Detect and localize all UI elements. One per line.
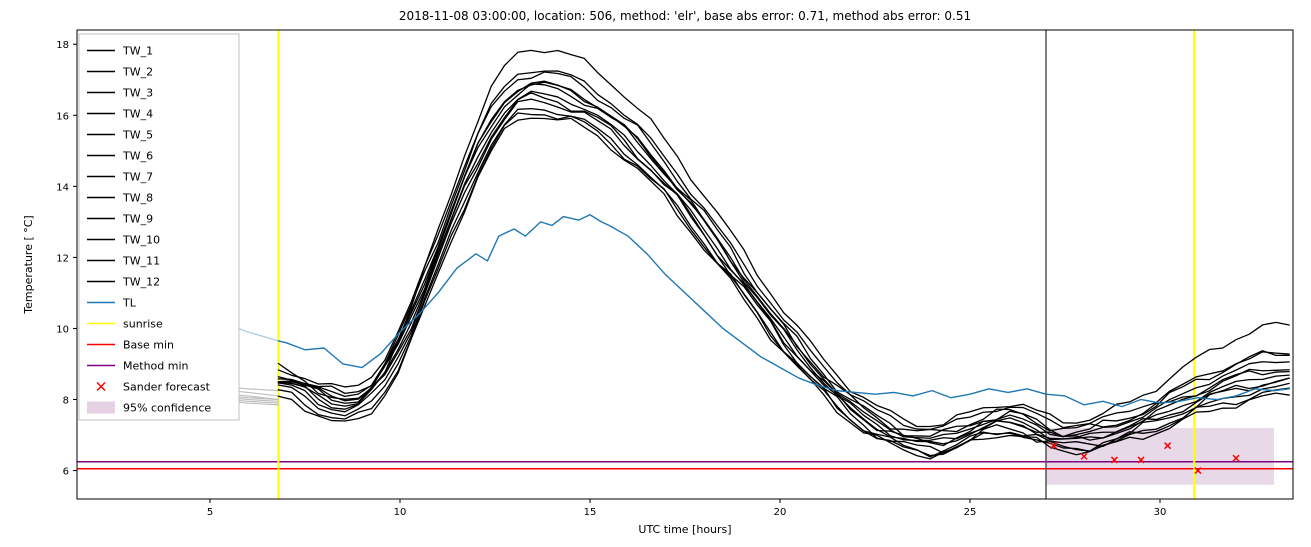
legend-label: TW_9 — [122, 213, 153, 226]
y-axis-label: Temperature [ °C] — [22, 215, 35, 314]
legend-label: TW_11 — [122, 255, 160, 268]
legend-label: TW_1 — [122, 45, 153, 58]
x-axis-label: UTC time [hours] — [638, 523, 731, 536]
x-tick-label: 5 — [207, 507, 213, 518]
y-tick-label: 16 — [56, 111, 69, 122]
y-tick-label: 8 — [63, 396, 69, 407]
legend-label: 95% confidence — [123, 402, 211, 415]
legend-label: sunrise — [123, 318, 163, 331]
x-tick-label: 10 — [394, 507, 407, 518]
y-tick-label: 10 — [56, 324, 69, 335]
y-tick-label: 14 — [56, 182, 69, 193]
legend: TW_1 TW_2 TW_3 TW_4 TW_5 TW_6 TW_7 TW_8 TW_9 TW_1… — [79, 34, 239, 420]
x-tick-label: 15 — [584, 507, 597, 518]
legend-label: TW_3 — [122, 87, 153, 100]
legend-label: TW_5 — [122, 129, 153, 142]
legend-label: TW_6 — [122, 150, 153, 163]
temperature-chart: 5 10 15 20 25 30 6 8 10 12 14 16 18 UTC time [hours] T… — [0, 0, 1311, 547]
chart-container: 5 10 15 20 25 30 6 8 10 12 14 16 18 UTC time [hours] T… — [0, 0, 1311, 547]
legend-label: TW_12 — [122, 276, 160, 289]
y-tick-label: 18 — [56, 40, 69, 51]
legend-label: TW_8 — [122, 192, 153, 205]
x-tick-label: 20 — [774, 507, 787, 518]
x-tick-label: 30 — [1154, 507, 1167, 518]
legend-label: TW_10 — [122, 234, 160, 247]
legend-label: Sander forecast — [123, 381, 211, 394]
chart-title: 2018-11-08 03:00:00, location: 506, meth… — [399, 9, 971, 23]
legend-label: TW_4 — [122, 108, 153, 121]
legend-row: 95% confidence — [87, 402, 211, 415]
legend-label: Method min — [123, 360, 189, 373]
legend-label: Base min — [123, 339, 174, 352]
legend-label: TW_2 — [122, 66, 153, 79]
x-tick-label: 25 — [964, 507, 977, 518]
y-tick-label: 12 — [56, 253, 69, 264]
legend-label: TL — [122, 297, 137, 310]
y-tick-label: 6 — [63, 467, 69, 478]
legend-label: TW_7 — [122, 171, 153, 184]
